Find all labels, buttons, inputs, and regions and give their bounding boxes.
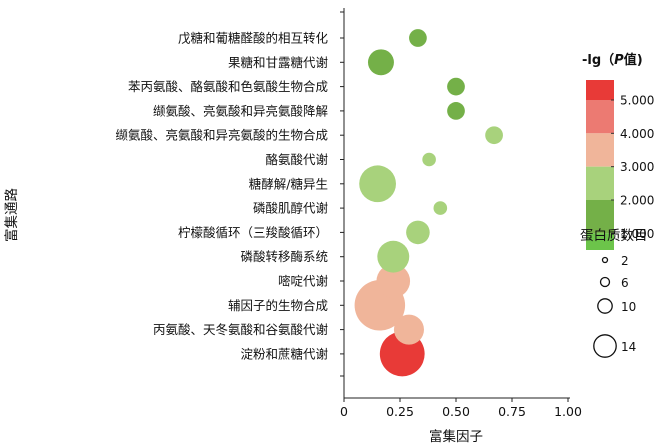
- pathway-label: 酪氨酸代谢: [265, 152, 328, 167]
- pathway-label: 辅因子的生物合成: [228, 298, 328, 313]
- color-legend: -lg（P值) 5.000 4.000 3.000 2.000 1.000: [582, 52, 654, 250]
- axes-layer: [340, 8, 570, 402]
- bubble-point: [422, 152, 436, 167]
- size-legend-circle: [593, 334, 617, 358]
- bubble-point: [406, 220, 430, 245]
- bubble-point: [359, 165, 396, 203]
- color-bar: 5.000 4.000 3.000 2.000 1.000: [586, 80, 654, 250]
- size-legend-label: 6: [621, 276, 629, 290]
- pathway-label: 淀粉和蔗糖代谢: [240, 346, 328, 361]
- pathway-label: 果糖和甘露糖代谢: [228, 55, 328, 70]
- color-band: [586, 133, 614, 167]
- color-legend-label: 4.000: [620, 127, 654, 141]
- color-band: [586, 100, 614, 134]
- color-band: [586, 80, 614, 100]
- color-legend-label: 5.000: [620, 94, 654, 108]
- size-legend-circle: [599, 276, 611, 288]
- bubble-point: [376, 264, 411, 298]
- x-tick-label: 0.75: [498, 404, 526, 419]
- bubble-point: [367, 49, 394, 76]
- color-band: [586, 200, 614, 234]
- x-tick-label: 0: [340, 404, 348, 419]
- pathway-labels: 戊糖和葡糖醛酸的相互转化果糖和甘露糖代谢苯丙氨酸、酪氨酸和色氨酸生物合成缬氨酸、…: [115, 31, 328, 362]
- bubble-layer: [354, 29, 503, 377]
- size-legend-items: 2 6 10 14: [593, 254, 636, 358]
- color-legend-label: 1.000: [620, 227, 654, 241]
- color-band: [586, 166, 614, 200]
- pathway-label: 丙氨酸、天冬氨酸和谷氨酸代谢: [153, 322, 328, 337]
- bubble-point: [377, 240, 410, 273]
- size-legend: 蛋白质数目 2 6 10 14: [580, 228, 648, 358]
- size-legend-circle: [597, 298, 613, 314]
- bubble-point: [447, 102, 465, 120]
- pathway-label: 嘧啶代谢: [278, 274, 328, 289]
- size-legend-title: 蛋白质数目: [580, 228, 648, 244]
- x-tick-labels: 0 0.25 0.50 0.75 1.00: [340, 404, 582, 419]
- size-legend-label: 10: [621, 300, 636, 314]
- color-band: [586, 233, 614, 250]
- bubble-point: [393, 314, 424, 345]
- bubble-point: [447, 77, 465, 96]
- size-legend-label: 14: [621, 340, 636, 354]
- color-legend-label: 3.000: [620, 160, 654, 174]
- pathway-label: 磷酸肌醇代谢: [253, 201, 328, 216]
- size-legend-circle: [601, 256, 609, 264]
- x-tick-label: 0.25: [386, 404, 414, 419]
- pathway-label: 戊糖和葡糖醛酸的相互转化: [178, 31, 329, 46]
- pathway-label: 缬氨酸、亮氨酸和异亮氨酸的生物合成: [115, 128, 328, 143]
- bubble-point: [409, 29, 427, 47]
- color-legend-title: -lg（P值): [582, 52, 643, 68]
- pathway-label: 糖酵解/糖异生: [249, 176, 328, 191]
- size-legend-label: 2: [621, 254, 629, 268]
- color-legend-label: 2.000: [620, 194, 654, 208]
- x-axis-title: 富集因子: [429, 428, 483, 445]
- pathway-label: 缬氨酸、亮氨酸和异亮氨酸降解: [153, 103, 328, 118]
- bubble-point: [433, 201, 448, 215]
- pathway-label: 苯丙氨酸、酪氨酸和色氨酸生物合成: [128, 79, 328, 94]
- bubble-point: [485, 126, 503, 145]
- pathway-label: 柠檬酸循环（三羧酸循环）: [178, 225, 328, 240]
- pathway-label: 磷酸转移酶系统: [240, 249, 328, 264]
- x-tick-label: 1.00: [554, 404, 582, 419]
- y-axis-title: 富集通路: [3, 188, 20, 242]
- x-tick-label: 0.50: [442, 404, 470, 419]
